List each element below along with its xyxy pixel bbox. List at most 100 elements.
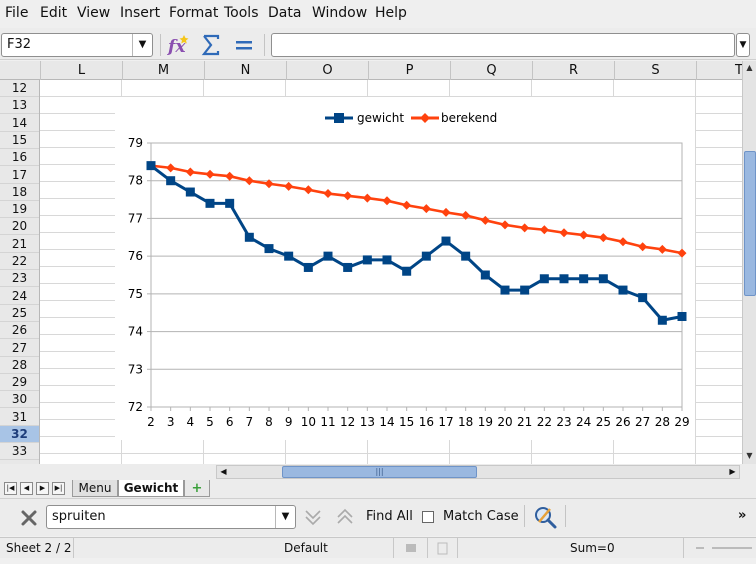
row-header-12[interactable]: 12 — [0, 80, 39, 97]
select-all-corner[interactable] — [0, 61, 40, 80]
formula-input[interactable] — [271, 33, 735, 57]
row-header-17[interactable]: 17 — [0, 167, 39, 184]
column-header-o[interactable]: O — [286, 61, 368, 80]
row-header-30[interactable]: 30 — [0, 391, 39, 409]
first-sheet-icon[interactable]: |◀ — [4, 482, 17, 495]
toolbar-separator — [565, 505, 566, 527]
data-point-gewicht — [480, 270, 490, 280]
column-header-n[interactable]: N — [204, 61, 286, 80]
row-header-21[interactable]: 21 — [0, 236, 39, 253]
chevron-down-icon[interactable]: ▼ — [132, 34, 152, 56]
menu-insert[interactable]: Insert — [120, 5, 161, 21]
scroll-up-icon[interactable]: ▲ — [746, 63, 753, 72]
menu-tools[interactable]: Tools — [224, 5, 259, 21]
scroll-right-icon[interactable]: ▶ — [729, 467, 736, 476]
row-header-24[interactable]: 24 — [0, 288, 39, 305]
toolbar-separator — [524, 505, 525, 527]
row-header-25[interactable]: 25 — [0, 305, 39, 322]
column-header-l[interactable]: L — [40, 61, 122, 80]
data-point-gewicht — [539, 274, 549, 284]
menu-help[interactable]: Help — [375, 5, 407, 21]
data-point-berekend — [225, 171, 235, 181]
next-sheet-icon[interactable]: ▶ — [36, 482, 49, 495]
column-header-m[interactable]: M — [122, 61, 204, 80]
data-point-gewicht — [185, 187, 195, 197]
row-header-20[interactable]: 20 — [0, 218, 39, 236]
last-sheet-icon[interactable]: ▶| — [52, 482, 65, 495]
data-point-berekend — [520, 223, 530, 233]
function-wizard-icon[interactable]: fx — [165, 32, 191, 58]
column-header-t[interactable]: T — [696, 61, 756, 80]
data-point-gewicht — [323, 251, 333, 261]
find-toolbar: spruiten ▼ Find All Match Case » — [0, 498, 756, 536]
row-header-27[interactable]: 27 — [0, 340, 39, 357]
x-tick-label: 17 — [438, 415, 453, 429]
row-header-28[interactable]: 28 — [0, 357, 39, 374]
column-header-r[interactable]: R — [532, 61, 614, 80]
sum-icon[interactable] — [198, 32, 224, 58]
sum-display: Sum=0 — [458, 538, 684, 558]
column-header-s[interactable]: S — [614, 61, 696, 80]
match-case-label[interactable]: Match Case — [443, 509, 519, 524]
close-icon[interactable] — [18, 507, 40, 529]
zoom-slider[interactable] — [684, 538, 756, 558]
data-point-gewicht — [303, 262, 313, 272]
column-header-p[interactable]: P — [368, 61, 450, 80]
data-point-gewicht — [264, 244, 274, 254]
menu-file[interactable]: File — [5, 5, 29, 21]
data-point-gewicht — [559, 274, 569, 284]
line-chart[interactable]: 72 73 74 75 76 77 78 79 2 3 4 5 6 7 8 9 10 11 12 13 14 15 16 17… — [115, 97, 695, 440]
find-replace-icon[interactable] — [532, 504, 558, 530]
row-header-18[interactable]: 18 — [0, 184, 39, 201]
search-input[interactable]: spruiten ▼ — [46, 505, 296, 529]
more-options-icon[interactable]: » — [738, 508, 747, 523]
row-header-16[interactable]: 16 — [0, 149, 39, 167]
row-header-32[interactable]: 32 — [0, 426, 39, 443]
sheet-tab-menu[interactable]: Menu — [72, 480, 118, 497]
scroll-left-icon[interactable]: ◀ — [220, 467, 227, 476]
vertical-scrollbar[interactable]: ▲ ▼ — [742, 61, 756, 464]
vertical-scroll-thumb[interactable] — [744, 151, 756, 296]
column-header-q[interactable]: Q — [450, 61, 532, 80]
menu-format[interactable]: Format — [169, 5, 219, 21]
menu-window[interactable]: Window — [312, 5, 368, 21]
x-tick-label: 24 — [576, 415, 591, 429]
sheet-tab-gewicht[interactable]: Gewicht — [118, 480, 184, 497]
scroll-down-icon[interactable]: ▼ — [746, 451, 753, 460]
row-header-19[interactable]: 19 — [0, 201, 39, 219]
find-all-button[interactable]: Find All — [366, 509, 413, 524]
x-tick-label: 19 — [478, 415, 493, 429]
menu-edit[interactable]: Edit — [40, 5, 68, 21]
row-header-14[interactable]: 14 — [0, 115, 39, 132]
menu-data[interactable]: Data — [268, 5, 302, 21]
y-tick-label: 74 — [128, 325, 143, 339]
data-point-berekend — [421, 204, 431, 214]
match-case-checkbox[interactable] — [422, 511, 434, 523]
y-tick-label: 78 — [128, 174, 143, 188]
chevron-down-icon[interactable]: ▼ — [275, 506, 295, 528]
data-point-gewicht — [284, 251, 294, 261]
horizontal-scroll-thumb[interactable]: ||| — [282, 466, 477, 478]
add-sheet-button[interactable]: + — [184, 480, 210, 497]
row-header-33[interactable]: 33 — [0, 443, 39, 461]
menu-view[interactable]: View — [77, 5, 111, 21]
y-tick-label: 75 — [128, 287, 143, 301]
name-box-value: F32 — [7, 37, 32, 52]
name-box[interactable]: F32 ▼ — [1, 33, 153, 57]
find-next-icon[interactable] — [302, 505, 324, 529]
row-header-34[interactable]: 34 — [0, 461, 39, 464]
x-tick-label: 20 — [497, 415, 512, 429]
row-header-29[interactable]: 29 — [0, 374, 39, 392]
find-previous-icon[interactable] — [334, 505, 356, 529]
row-header-26[interactable]: 26 — [0, 322, 39, 340]
previous-sheet-icon[interactable]: ◀ — [20, 482, 33, 495]
row-header-15[interactable]: 15 — [0, 132, 39, 149]
row-header-22[interactable]: 22 — [0, 253, 39, 270]
horizontal-scrollbar[interactable]: ◀ ||| ▶ — [216, 465, 740, 479]
row-header-23[interactable]: 23 — [0, 270, 39, 288]
row-header-31[interactable]: 31 — [0, 409, 39, 426]
function-icon[interactable] — [231, 32, 257, 58]
expand-formula-icon[interactable]: ▼ — [736, 33, 750, 57]
row-header-13[interactable]: 13 — [0, 97, 39, 115]
legend-label-berekend: berekend — [441, 111, 497, 125]
